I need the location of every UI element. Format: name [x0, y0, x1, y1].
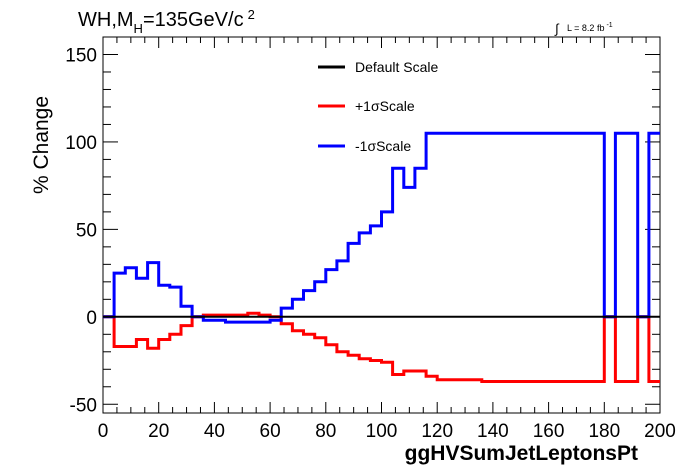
y-tick-label: 150: [65, 45, 97, 66]
y-axis-title: % Change: [30, 96, 53, 194]
legend: Default Scale +1σScale -1σScale: [318, 59, 438, 154]
x-tick-label: 180: [588, 421, 620, 442]
x-tick-label: 120: [421, 421, 453, 442]
luminosity-integral: ∫: [554, 21, 560, 36]
legend-label-default: Default Scale: [355, 59, 438, 75]
series-line-1: [103, 311, 660, 383]
x-tick-label: 140: [477, 421, 509, 442]
x-tick-label: 80: [315, 421, 336, 442]
luminosity-label: L = 8.2 fb -1: [567, 22, 613, 33]
x-tick-label: 40: [204, 421, 225, 442]
x-tick-label: 100: [366, 421, 398, 442]
y-tick-label: 50: [76, 220, 97, 241]
series-line-2: [103, 131, 660, 324]
legend-label-plus: +1σScale: [355, 98, 415, 114]
x-tick-label: 200: [644, 421, 676, 442]
legend-label-minus: -1σScale: [355, 138, 411, 154]
x-tick-label: 0: [98, 421, 109, 442]
x-axis-title: ggHVSumJetLeptonsPt: [405, 442, 638, 465]
y-tick-label: 0: [86, 308, 97, 329]
x-tick-label: 20: [148, 421, 169, 442]
x-tick-label: 160: [533, 421, 565, 442]
chart-title: WH,MH=135GeV/c 2: [78, 7, 255, 36]
x-tick-label: 60: [260, 421, 281, 442]
y-tick-label: -50: [70, 395, 97, 416]
axis-ticks: [102, 37, 661, 413]
y-tick-label: 100: [65, 133, 97, 154]
series-lines: [103, 131, 660, 383]
